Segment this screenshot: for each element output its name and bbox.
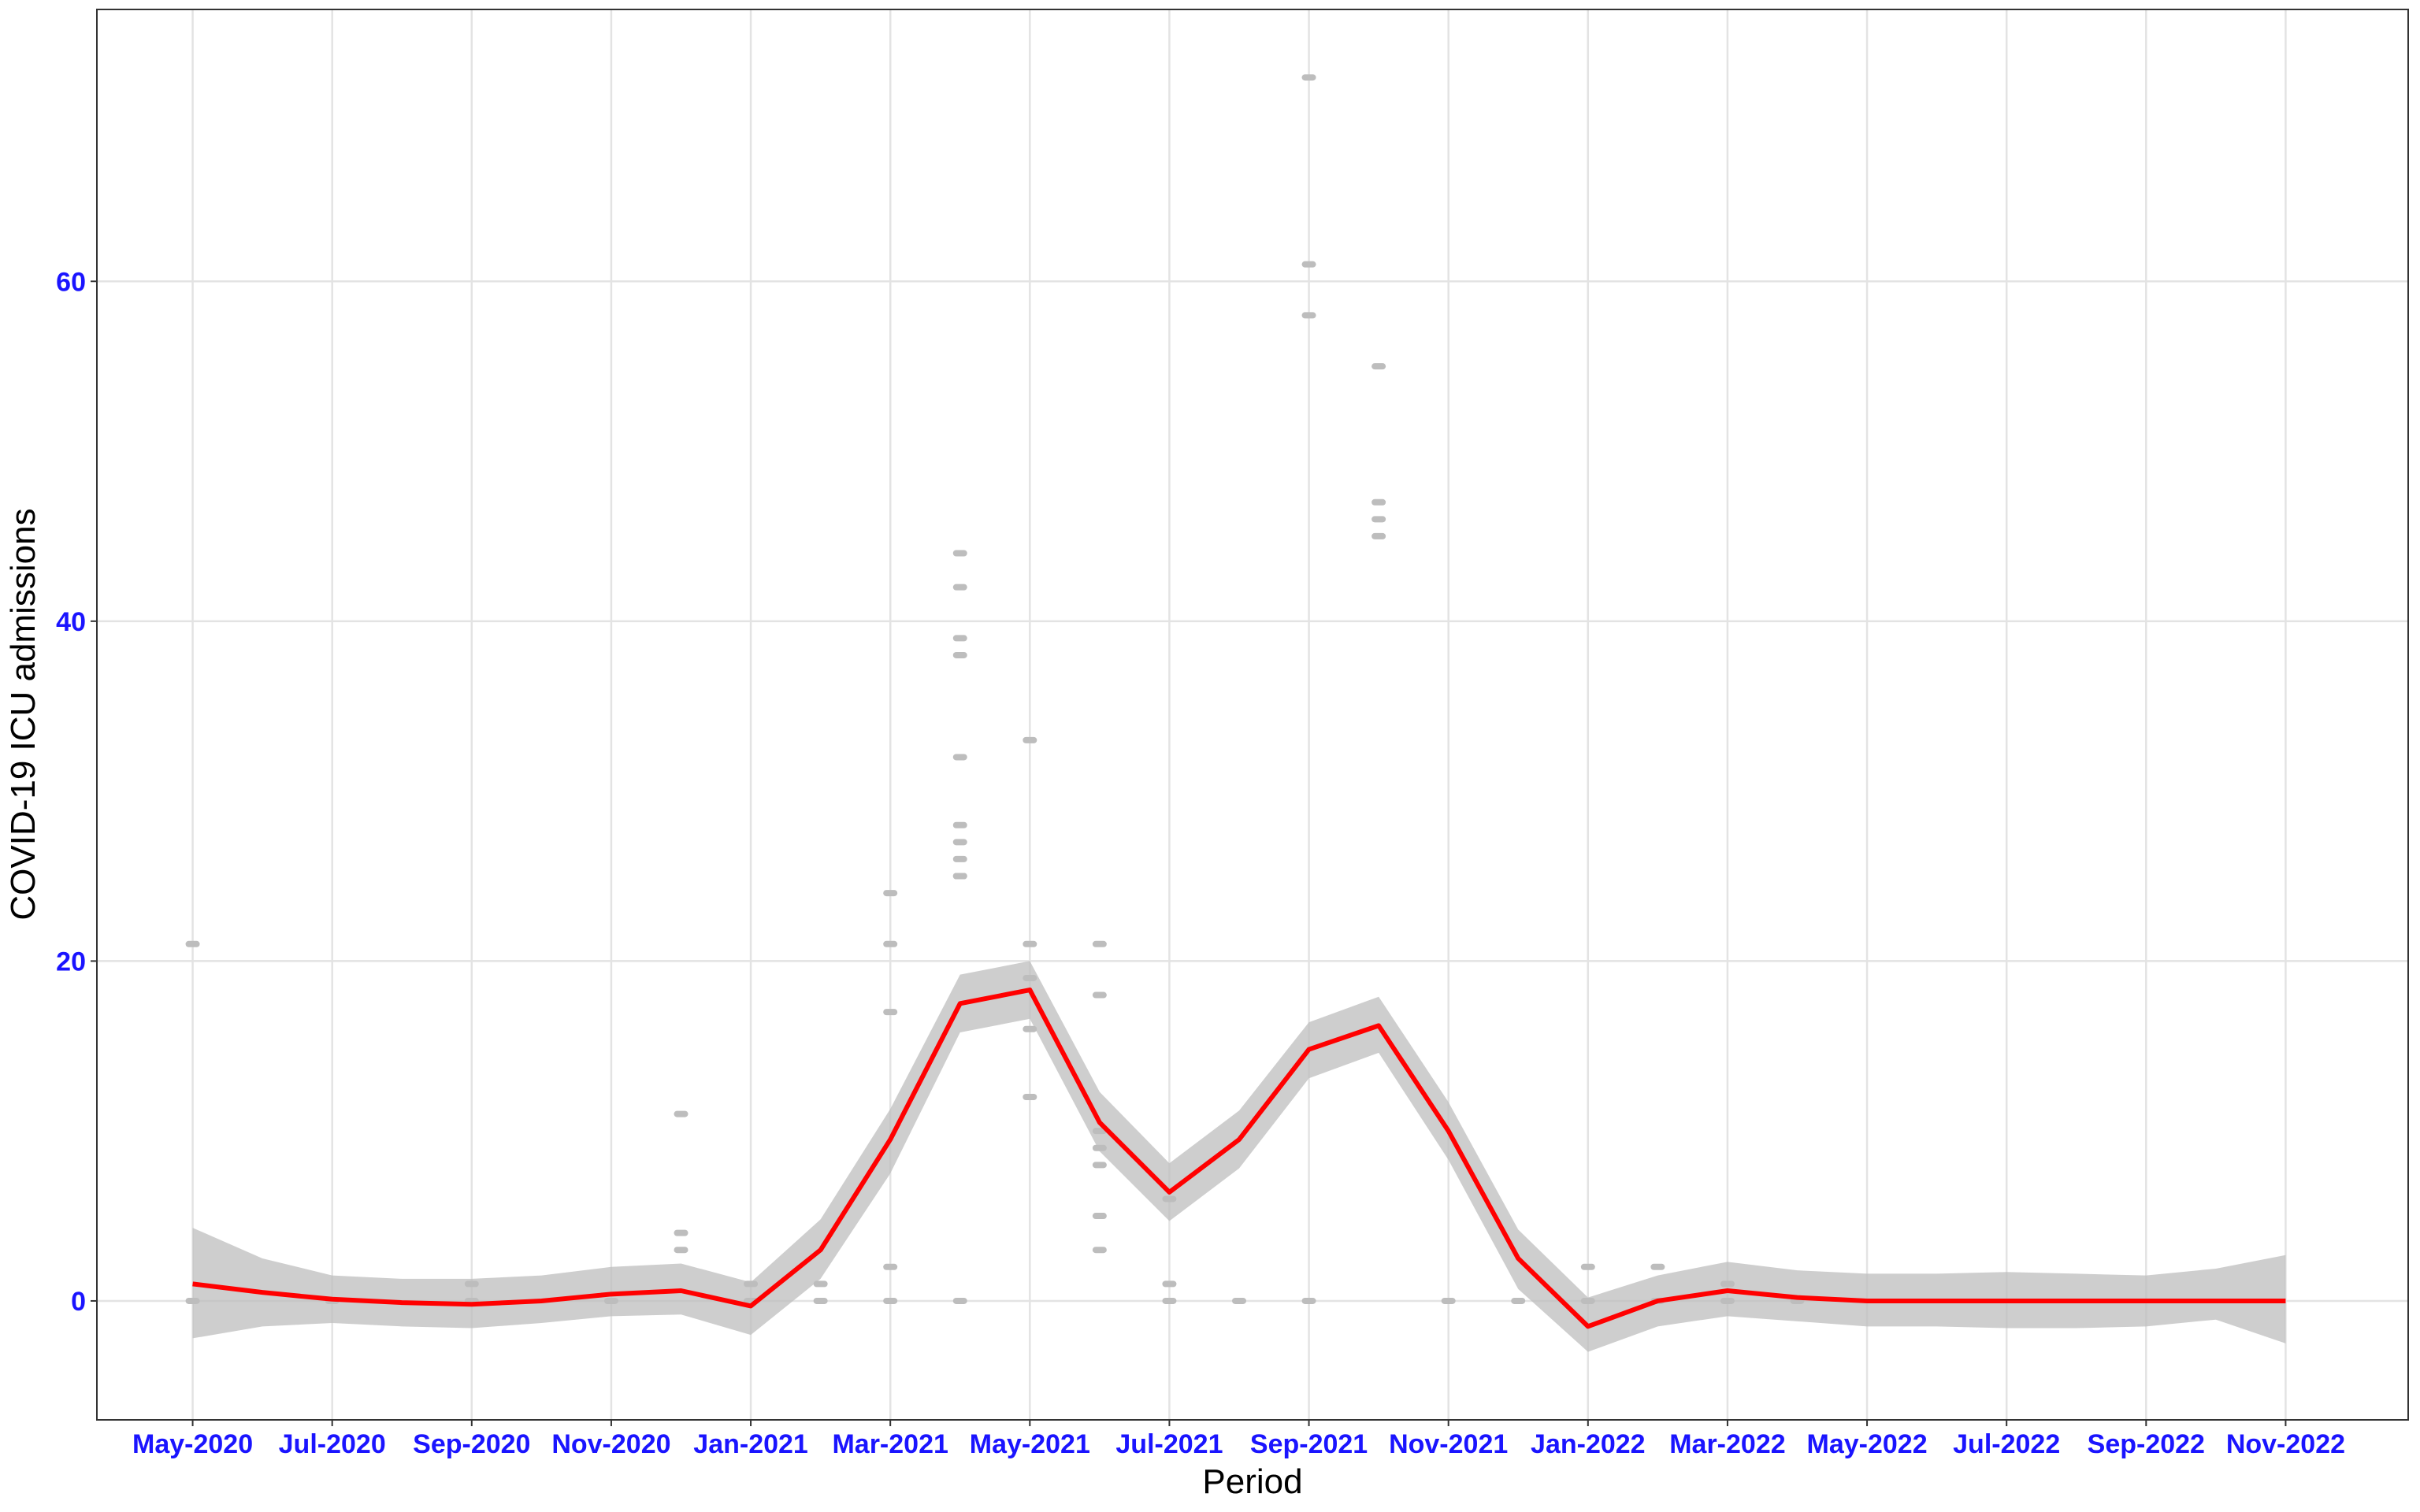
data-point — [883, 1297, 898, 1304]
data-point — [674, 1229, 689, 1236]
data-point — [1023, 736, 1037, 743]
data-point — [1371, 532, 1386, 539]
data-point — [1580, 1263, 1595, 1270]
y-axis-title: COVID-19 ICU admissions — [4, 508, 43, 920]
data-point — [1092, 1213, 1107, 1220]
data-point — [952, 821, 967, 828]
data-point — [952, 855, 967, 862]
x-tick-label: Sep-2021 — [1250, 1429, 1368, 1459]
data-point — [1301, 312, 1316, 319]
data-point — [1092, 1247, 1107, 1254]
data-point — [952, 550, 967, 557]
data-point — [1650, 1263, 1665, 1270]
data-point — [1162, 1297, 1177, 1304]
x-tick-label: Sep-2020 — [413, 1429, 530, 1459]
data-point — [1092, 940, 1107, 947]
data-point — [883, 890, 898, 897]
data-point — [952, 635, 967, 642]
data-point — [952, 651, 967, 658]
data-point — [883, 1263, 898, 1270]
confidence-band — [192, 961, 2286, 1352]
data-point — [1301, 74, 1316, 81]
data-point — [1232, 1297, 1246, 1304]
x-tick-label: Jan-2022 — [1531, 1429, 1646, 1459]
data-point — [952, 1297, 967, 1304]
data-point — [952, 754, 967, 761]
data-point — [1371, 516, 1386, 523]
data-point — [1301, 1297, 1316, 1304]
data-point — [1441, 1297, 1456, 1304]
y-tick-label: 0 — [71, 1287, 86, 1317]
plot-frame — [96, 9, 2409, 1421]
x-tick-label: Sep-2022 — [2088, 1429, 2205, 1459]
x-tick-label: May-2022 — [1807, 1429, 1928, 1459]
y-tick-label: 20 — [56, 947, 86, 976]
x-tick-label: May-2020 — [132, 1429, 253, 1459]
data-point — [1092, 1162, 1107, 1169]
trend-line — [192, 988, 2286, 1329]
data-point — [952, 584, 967, 591]
data-point — [1023, 940, 1037, 947]
data-point — [1023, 1025, 1037, 1032]
data-point — [674, 1247, 689, 1254]
x-tick-label: Nov-2022 — [2226, 1429, 2345, 1459]
data-point — [1301, 261, 1316, 268]
data-point — [952, 873, 967, 880]
data-point — [1023, 1094, 1037, 1101]
data-point — [952, 839, 967, 846]
x-tick-label: Nov-2020 — [551, 1429, 670, 1459]
x-tick-label: Nov-2021 — [1389, 1429, 1508, 1459]
data-point — [883, 940, 898, 947]
data-point — [674, 1110, 689, 1117]
data-point — [1371, 363, 1386, 370]
data-point — [1092, 991, 1107, 999]
data-point — [1371, 498, 1386, 506]
data-point — [1511, 1297, 1526, 1304]
x-tick-label: Jan-2021 — [693, 1429, 808, 1459]
data-point — [813, 1280, 828, 1288]
data-point — [813, 1297, 828, 1304]
x-tick-label: Jul-2022 — [1953, 1429, 2060, 1459]
x-tick-label: Jul-2020 — [279, 1429, 386, 1459]
data-point — [1162, 1280, 1177, 1288]
x-axis-title: Period — [1202, 1462, 1302, 1501]
data-point — [185, 940, 200, 947]
y-tick-label: 40 — [56, 607, 86, 637]
data-point — [883, 1009, 898, 1016]
x-tick-label: Mar-2021 — [832, 1429, 948, 1459]
x-tick-label: Jul-2021 — [1115, 1429, 1223, 1459]
x-tick-label: Mar-2022 — [1669, 1429, 1785, 1459]
x-tick-label: May-2021 — [970, 1429, 1090, 1459]
y-tick-label: 60 — [56, 267, 86, 297]
